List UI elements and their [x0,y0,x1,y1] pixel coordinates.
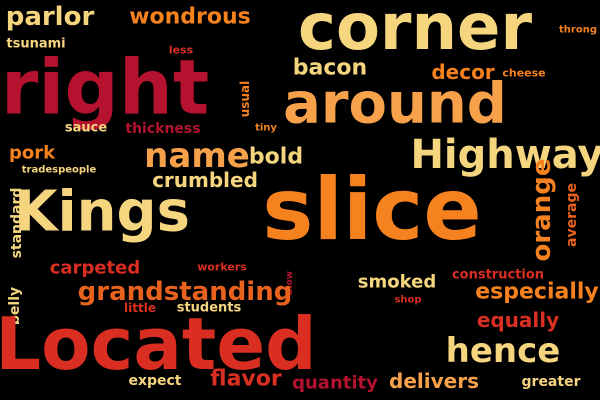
word-pork: pork [9,143,56,164]
word-corner: corner [298,0,532,65]
word-construction: construction [452,268,544,283]
word-thickness: thickness [125,121,200,137]
word-bacon: bacon [293,56,367,81]
word-highway: Highway [410,132,600,178]
word-blow: blow [285,271,295,295]
word-belly: belly [7,287,23,325]
word-throng: throng [559,25,597,36]
word-tsunami: tsunami [6,37,65,52]
word-expect: expect [128,373,181,389]
word-greater: greater [522,374,581,390]
word-wondrous: wondrous [129,5,251,30]
word-around: around [283,72,507,137]
word-quantity: quantity [292,373,378,394]
word-grandstanding: grandstanding [78,277,293,307]
word-especially: especially [475,280,599,305]
word-average: average [564,183,580,247]
word-hence: hence [446,331,561,371]
word-right: right [1,43,209,132]
word-workers: workers [197,261,247,274]
word-located: Located [0,302,317,386]
word-name: name [144,136,250,176]
word-equally: equally [477,308,559,332]
word-crumbled: crumbled [152,168,258,192]
word-tiny: tiny [255,123,277,134]
word-smoked: smoked [358,272,436,293]
word-little: little [124,301,156,315]
word-sauce: sauce [65,121,107,136]
word-students: students [177,301,242,316]
word-carpeted: carpeted [50,258,140,279]
word-bold: bold [249,145,303,170]
word-delivers: delivers [389,369,479,393]
word-orange: orange [527,159,557,262]
word-flavor: flavor [210,367,282,392]
word-parlor: parlor [6,2,95,32]
word-tradespeople: tradespeople [22,165,97,176]
word-kings: Kings [14,180,190,245]
word-decor: decor [431,60,494,84]
word-shop: shop [394,295,421,306]
word-cheese: cheese [502,67,545,80]
word-standard: standard [9,188,25,259]
word-slice: slice [262,160,481,260]
word-less: less [169,44,194,57]
word-usual: usual [238,81,252,117]
